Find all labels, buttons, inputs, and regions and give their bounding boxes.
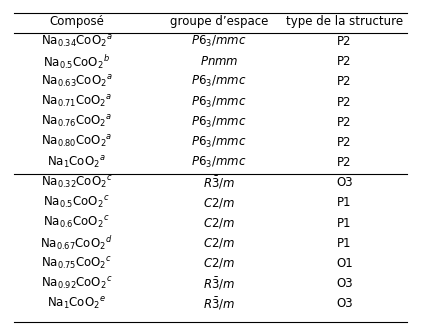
Text: $C2/m$: $C2/m$ bbox=[203, 236, 235, 250]
Text: $P6_3/mmc$: $P6_3/mmc$ bbox=[191, 95, 247, 110]
Text: Na$_{0.6}$CoO$_2$$^c$: Na$_{0.6}$CoO$_2$$^c$ bbox=[43, 215, 110, 231]
Text: Na$_{0.67}$CoO$_2$$^d$: Na$_{0.67}$CoO$_2$$^d$ bbox=[40, 234, 113, 252]
Text: $P6_3/mmc$: $P6_3/mmc$ bbox=[191, 34, 247, 49]
Text: type de la structure: type de la structure bbox=[286, 15, 403, 28]
Text: $C2/m$: $C2/m$ bbox=[203, 257, 235, 271]
Text: O3: O3 bbox=[336, 297, 353, 310]
Text: P2: P2 bbox=[337, 156, 352, 169]
Text: Na$_1$CoO$_2$$^a$: Na$_1$CoO$_2$$^a$ bbox=[47, 155, 106, 171]
Text: P2: P2 bbox=[337, 55, 352, 68]
Text: Na$_{0.63}$CoO$_2$$^a$: Na$_{0.63}$CoO$_2$$^a$ bbox=[41, 74, 112, 90]
Text: Na$_1$CoO$_2$$^e$: Na$_1$CoO$_2$$^e$ bbox=[47, 296, 106, 312]
Text: Na$_{0.80}$CoO$_2$$^a$: Na$_{0.80}$CoO$_2$$^a$ bbox=[41, 134, 112, 150]
Text: O3: O3 bbox=[336, 176, 353, 189]
Text: $P6_3/mmc$: $P6_3/mmc$ bbox=[191, 115, 247, 130]
Text: Na$_{0.5}$CoO$_2$$^c$: Na$_{0.5}$CoO$_2$$^c$ bbox=[43, 195, 110, 211]
Text: O3: O3 bbox=[336, 277, 353, 290]
Text: $Pnmm$: $Pnmm$ bbox=[200, 55, 238, 68]
Text: Na$_{0.32}$CoO$_2$$^c$: Na$_{0.32}$CoO$_2$$^c$ bbox=[41, 175, 112, 191]
Text: $C2/m$: $C2/m$ bbox=[203, 216, 235, 230]
Text: P2: P2 bbox=[337, 116, 352, 129]
Text: Na$_{0.5}$CoO$_2$$^b$: Na$_{0.5}$CoO$_2$$^b$ bbox=[43, 53, 110, 71]
Text: $P6_3/mmc$: $P6_3/mmc$ bbox=[191, 74, 247, 89]
Text: groupe d’espace: groupe d’espace bbox=[170, 15, 268, 28]
Text: P2: P2 bbox=[337, 96, 352, 109]
Text: Na$_{0.75}$CoO$_2$$^c$: Na$_{0.75}$CoO$_2$$^c$ bbox=[41, 255, 112, 272]
Text: Composé: Composé bbox=[49, 15, 104, 28]
Text: Na$_{0.76}$CoO$_2$$^a$: Na$_{0.76}$CoO$_2$$^a$ bbox=[41, 114, 112, 130]
Text: $P6_3/mmc$: $P6_3/mmc$ bbox=[191, 135, 247, 150]
Text: P1: P1 bbox=[337, 217, 352, 230]
Text: P2: P2 bbox=[337, 136, 352, 149]
Text: $C2/m$: $C2/m$ bbox=[203, 196, 235, 210]
Text: P1: P1 bbox=[337, 237, 352, 250]
Text: P2: P2 bbox=[337, 75, 352, 88]
Text: P1: P1 bbox=[337, 197, 352, 209]
Text: Na$_{0.71}$CoO$_2$$^a$: Na$_{0.71}$CoO$_2$$^a$ bbox=[41, 94, 112, 110]
Text: O1: O1 bbox=[336, 257, 353, 270]
Text: $R\bar{3}/m$: $R\bar{3}/m$ bbox=[203, 175, 235, 191]
Text: P2: P2 bbox=[337, 35, 352, 48]
Text: $P6_3/mmc$: $P6_3/mmc$ bbox=[191, 155, 247, 170]
Text: $R\bar{3}/m$: $R\bar{3}/m$ bbox=[203, 276, 235, 292]
Text: $R\bar{3}/m$: $R\bar{3}/m$ bbox=[203, 295, 235, 312]
Text: Na$_{0.34}$CoO$_2$$^a$: Na$_{0.34}$CoO$_2$$^a$ bbox=[41, 34, 112, 49]
Text: Na$_{0.92}$CoO$_2$$^c$: Na$_{0.92}$CoO$_2$$^c$ bbox=[41, 276, 112, 292]
